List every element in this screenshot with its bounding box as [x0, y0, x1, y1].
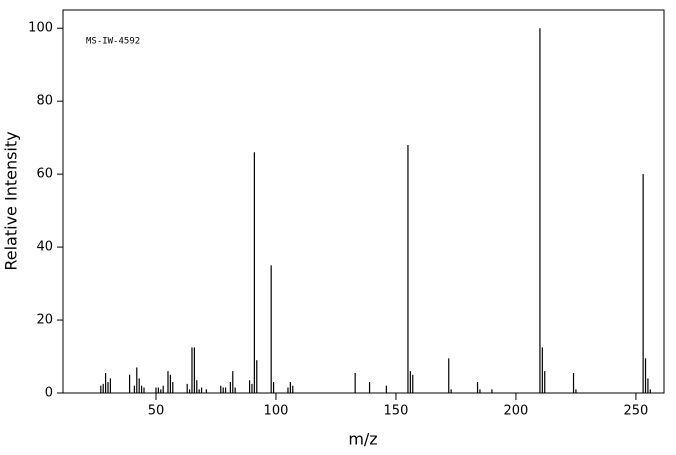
y-tick-label: 40 — [36, 240, 53, 255]
y-tick-label: 60 — [36, 167, 53, 182]
annotation: MS-IW-4592 — [86, 37, 140, 47]
y-axis-label: Relative Intensity — [2, 131, 21, 270]
y-tick-label: 20 — [36, 313, 53, 328]
x-tick-label: 100 — [264, 404, 289, 419]
x-tick-label: 200 — [504, 404, 529, 419]
y-tick-label: 0 — [45, 386, 53, 401]
x-tick-label: 50 — [148, 404, 165, 419]
x-tick-label: 150 — [384, 404, 409, 419]
y-tick-label: 80 — [36, 94, 53, 109]
x-tick-label: 250 — [624, 404, 649, 419]
plot-frame — [62, 9, 665, 394]
x-axis-label: m/z — [348, 430, 377, 449]
y-tick-label: 100 — [28, 21, 53, 36]
